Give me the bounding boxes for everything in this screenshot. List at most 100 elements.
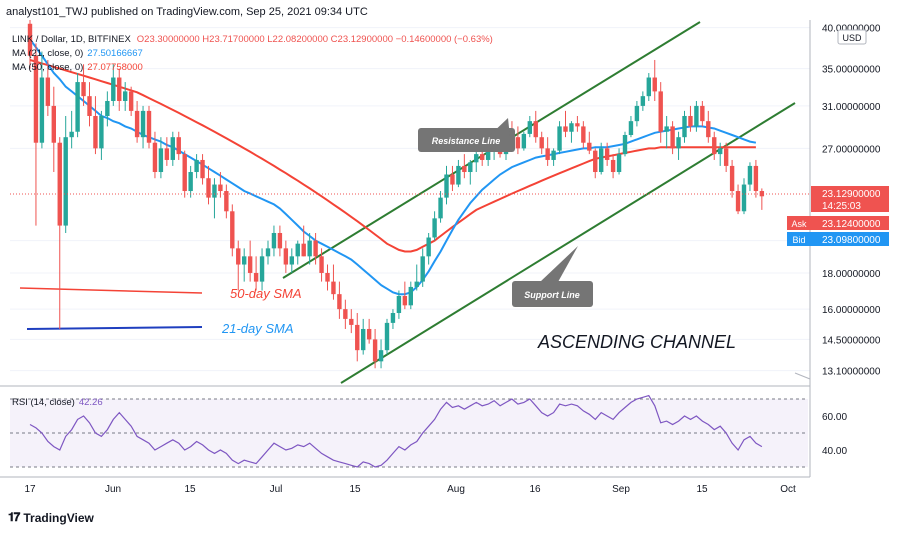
candle-body bbox=[325, 272, 330, 282]
candle-body bbox=[343, 309, 348, 319]
candle-body bbox=[438, 197, 443, 219]
candle-body bbox=[408, 286, 413, 306]
candle-body bbox=[706, 121, 711, 138]
candle-body bbox=[527, 121, 532, 134]
rsi-legend: RSI (14, close) 42.26 bbox=[12, 397, 103, 408]
price-tick-label: 18.00000000 bbox=[822, 269, 881, 280]
candle-body bbox=[105, 100, 110, 116]
ma21-legend: MA (21, close, 0) 27.50166667 bbox=[12, 48, 143, 59]
candle-body bbox=[426, 237, 431, 257]
candle-body bbox=[45, 77, 51, 106]
support-callout: Support Line bbox=[512, 246, 593, 307]
candle-body bbox=[289, 256, 294, 265]
candle-body bbox=[313, 240, 318, 257]
candle-body bbox=[134, 110, 140, 138]
candle-body bbox=[69, 131, 74, 138]
candle-body bbox=[366, 328, 372, 340]
candle-body bbox=[450, 174, 455, 185]
candle-body bbox=[319, 256, 324, 273]
candle-body bbox=[123, 91, 128, 101]
candle-body bbox=[723, 148, 729, 166]
sma21-annotation: 21-day SMA bbox=[221, 321, 294, 336]
price-tick-label: 13.10000000 bbox=[822, 367, 881, 378]
candle-body bbox=[176, 137, 181, 155]
candle-body bbox=[468, 162, 473, 173]
candle-body bbox=[563, 126, 568, 132]
candle-body bbox=[349, 318, 354, 325]
time-axis: 17 Jun 15 Jul 15 Aug 16 Sep 15 Oct bbox=[24, 484, 796, 495]
time-tick-label: 17 bbox=[24, 484, 36, 495]
time-tick-label: Jul bbox=[270, 484, 283, 495]
candle-body bbox=[462, 165, 467, 173]
candle-body bbox=[384, 322, 390, 351]
currency-badge[interactable] bbox=[837, 29, 867, 45]
price-tick-label: 40.00000000 bbox=[822, 24, 881, 35]
candle-body bbox=[402, 295, 408, 306]
candle-body bbox=[694, 105, 699, 127]
price-tick-label: 27.00000000 bbox=[822, 144, 881, 155]
candle-body bbox=[676, 137, 681, 149]
candle-body bbox=[712, 137, 717, 155]
sma50-legend-line bbox=[19, 287, 203, 294]
candle-body bbox=[378, 350, 384, 362]
candle-body bbox=[753, 165, 759, 192]
candle-body bbox=[628, 121, 634, 135]
candle-body bbox=[569, 123, 574, 132]
price-tick-label: 31.00000000 bbox=[822, 102, 881, 113]
candle-body bbox=[741, 184, 747, 212]
candle-body bbox=[212, 184, 217, 198]
rsi-line bbox=[29, 394, 763, 468]
candle-body bbox=[670, 126, 675, 149]
candle-body bbox=[515, 137, 521, 149]
last-price-value: 23.12900000 bbox=[822, 189, 881, 200]
candle-body bbox=[247, 256, 253, 273]
candle-body bbox=[610, 159, 616, 173]
time-tick-label: Sep bbox=[612, 484, 630, 495]
candle-body bbox=[622, 134, 628, 155]
candle-body bbox=[634, 105, 640, 122]
resistance-callout: Resistance Line bbox=[418, 128, 515, 152]
candle-body bbox=[337, 294, 342, 310]
tradingview-logo-icon: 𝟏𝟕 bbox=[8, 510, 20, 524]
price-tick-label: 14.50000000 bbox=[822, 335, 881, 346]
candle-body bbox=[372, 339, 378, 362]
candle-body bbox=[521, 133, 527, 149]
resistance-label: Resistance Line bbox=[432, 136, 501, 146]
candle-body bbox=[128, 91, 134, 111]
candle-body bbox=[253, 272, 259, 282]
candle-body bbox=[27, 23, 33, 56]
time-tick-label: 15 bbox=[184, 484, 196, 495]
candle-body bbox=[652, 77, 657, 92]
candle-body bbox=[616, 154, 622, 173]
candle-body bbox=[33, 55, 39, 143]
bid-tag bbox=[787, 232, 811, 246]
ask-value: 23.12400000 bbox=[822, 219, 881, 230]
ask-label: Ask bbox=[791, 219, 807, 229]
candle-body bbox=[236, 248, 241, 265]
time-tick-label: Oct bbox=[780, 484, 796, 495]
time-tick-label: 15 bbox=[696, 484, 708, 495]
candle-body bbox=[474, 154, 479, 163]
candle-body bbox=[390, 313, 396, 323]
candle-body bbox=[551, 150, 556, 160]
candle-body bbox=[361, 328, 366, 351]
candle-body bbox=[355, 324, 360, 351]
countdown-value: 14:25:03 bbox=[822, 201, 861, 212]
sma21-legend-line bbox=[26, 326, 203, 330]
channel-offscreen-tick bbox=[794, 372, 811, 380]
ask-tag bbox=[787, 216, 811, 230]
candles bbox=[27, 20, 765, 369]
ma50-line bbox=[29, 59, 756, 253]
candle-body bbox=[575, 123, 580, 127]
candle-body bbox=[188, 172, 193, 192]
tradingview-brand[interactable]: 𝟏𝟕 TradingView bbox=[8, 510, 94, 525]
candle-body bbox=[396, 295, 402, 314]
rsi-axis-60: 60.00 bbox=[822, 412, 847, 423]
candle-body bbox=[200, 159, 205, 179]
candle-body bbox=[599, 148, 604, 173]
price-tick-label: 16.00000000 bbox=[822, 305, 881, 316]
candle-body bbox=[682, 115, 687, 138]
candle-body bbox=[182, 154, 187, 192]
time-tick-label: 15 bbox=[349, 484, 361, 495]
